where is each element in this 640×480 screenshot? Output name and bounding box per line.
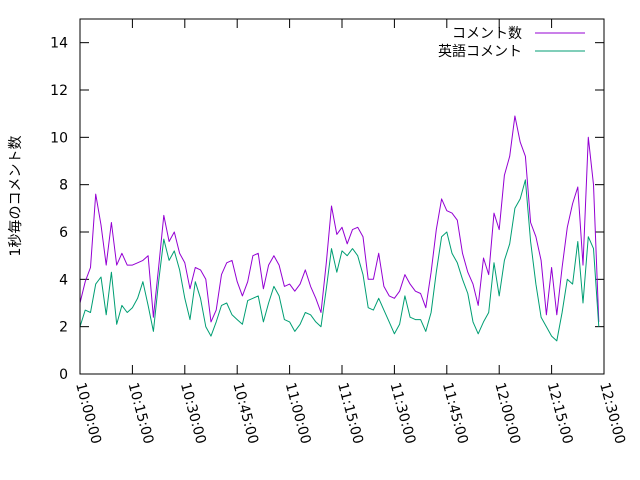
y-tick-label: 6 xyxy=(59,225,68,241)
x-tick-label: 11:45:00 xyxy=(439,381,471,446)
x-tick-label: 12:00:00 xyxy=(491,381,523,446)
series-line-0 xyxy=(79,115,600,323)
x-tick-label: 11:30:00 xyxy=(387,381,419,446)
y-tick-label: 12 xyxy=(50,83,68,99)
y-axis: 0 2 4 6 8 10 12 14 xyxy=(50,36,604,383)
x-tick-label: 10:45:00 xyxy=(229,381,261,446)
y-tick-label: 0 xyxy=(59,367,68,383)
y-tick-label: 4 xyxy=(59,272,68,288)
legend-label: 英語コメント xyxy=(438,43,522,60)
x-tick-label: 10:15:00 xyxy=(125,381,157,446)
series-lines xyxy=(79,115,600,342)
y-tick-label: 8 xyxy=(59,178,68,194)
y-tick-label: 10 xyxy=(50,130,68,146)
y-tick-label: 14 xyxy=(50,36,68,52)
x-axis: 10:00:00 10:15:00 10:30:00 10:45:00 11:00:00… xyxy=(72,19,628,446)
x-tick-label: 11:15:00 xyxy=(334,381,366,446)
y-tick-label: 2 xyxy=(59,320,68,336)
x-tick-label: 12:30:00 xyxy=(596,381,628,446)
x-tick-label: 12:15:00 xyxy=(544,381,576,446)
plot-frame xyxy=(79,18,605,375)
legend-label: コメント数 xyxy=(452,26,522,42)
y-axis-label: 1秒毎のコメント数 xyxy=(8,136,24,257)
x-tick-label: 10:00:00 xyxy=(72,381,104,446)
series-line-1 xyxy=(79,179,600,342)
x-tick-label: 10:30:00 xyxy=(177,381,209,446)
x-tick-label: 11:00:00 xyxy=(282,381,314,446)
